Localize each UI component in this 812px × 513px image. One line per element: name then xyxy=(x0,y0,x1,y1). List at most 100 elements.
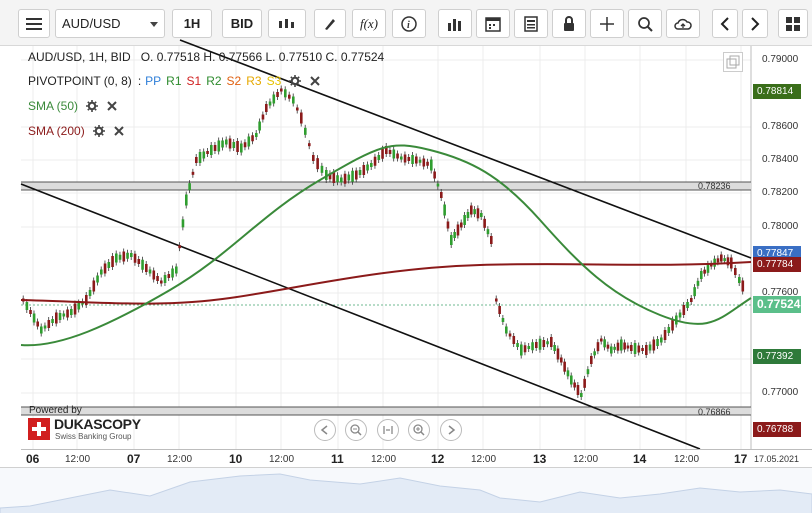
candle xyxy=(272,94,276,104)
price-tag: 0.76788 xyxy=(753,422,801,437)
scroll-right-button[interactable] xyxy=(440,419,462,441)
zoom-out-button[interactable] xyxy=(345,419,367,441)
candle xyxy=(563,361,566,372)
zoom-in-button[interactable] xyxy=(408,419,430,441)
candle xyxy=(32,313,36,323)
lower-trendline[interactable] xyxy=(20,183,701,450)
candle xyxy=(36,321,39,327)
candle xyxy=(103,263,107,274)
candle xyxy=(276,92,279,97)
candle xyxy=(678,312,682,318)
candle xyxy=(351,170,354,182)
candle xyxy=(210,145,213,155)
time-tick: 07 xyxy=(127,452,141,466)
time-axis xyxy=(21,449,812,467)
scroll-left-button[interactable] xyxy=(314,419,336,441)
candle xyxy=(320,165,324,173)
cloud-button[interactable] xyxy=(666,9,700,38)
zoom-button[interactable] xyxy=(628,9,662,38)
candle xyxy=(693,287,696,297)
calendar-button[interactable] xyxy=(476,9,510,38)
candle xyxy=(690,298,693,302)
price-tick: 0.77600 xyxy=(762,287,799,298)
candle xyxy=(243,142,247,148)
candle xyxy=(381,148,384,159)
candle xyxy=(77,302,81,310)
candle xyxy=(703,269,706,274)
powered-by-label: Powered by xyxy=(29,405,82,416)
pivot-item-pp: PP xyxy=(145,74,162,88)
upper-level-band xyxy=(21,182,751,190)
chart-type-button[interactable] xyxy=(268,9,306,38)
gear-icon[interactable] xyxy=(92,125,105,137)
function-label: f(x) xyxy=(359,15,379,31)
candle xyxy=(623,342,626,350)
candle xyxy=(645,345,648,355)
price-tick: 0.79000 xyxy=(762,54,799,65)
price-chart[interactable] xyxy=(0,0,812,467)
candle xyxy=(181,219,185,228)
crosshair-button[interactable] xyxy=(590,9,624,38)
time-tick: 17 xyxy=(734,452,748,466)
navigator-pane[interactable] xyxy=(0,467,812,513)
draw-button[interactable] xyxy=(314,9,346,38)
close-icon[interactable] xyxy=(113,125,125,137)
gear-icon[interactable] xyxy=(289,75,302,87)
report-button[interactable] xyxy=(514,9,548,38)
prev-button[interactable] xyxy=(712,9,738,38)
price-tick: 0.78600 xyxy=(762,121,799,132)
candle xyxy=(630,345,633,351)
close-icon[interactable] xyxy=(309,75,321,87)
candle xyxy=(198,152,202,163)
timeframe-button[interactable]: 1H xyxy=(172,9,212,38)
lock-button[interactable] xyxy=(552,9,586,38)
side-button[interactable]: BID xyxy=(222,9,262,38)
info-icon: i xyxy=(401,15,417,32)
candle xyxy=(247,136,251,147)
candle xyxy=(652,339,656,351)
triangle-right-icon xyxy=(448,425,456,435)
candle xyxy=(175,266,178,274)
candle xyxy=(400,156,403,160)
sma50-legend: SMA (50) xyxy=(28,99,118,113)
candle xyxy=(188,183,191,191)
next-button[interactable] xyxy=(742,9,768,38)
brand-name: DUKASCOPY xyxy=(54,416,141,432)
upper-trendline[interactable] xyxy=(179,39,752,259)
svg-text:i: i xyxy=(407,20,410,31)
candle xyxy=(486,229,490,235)
menu-button[interactable] xyxy=(18,9,50,38)
gear-icon[interactable] xyxy=(86,100,99,112)
reset-zoom-button[interactable] xyxy=(377,419,399,441)
lower-level-band xyxy=(21,407,751,415)
popout-button[interactable] xyxy=(723,52,743,72)
candle xyxy=(325,170,328,180)
legend-header: AUD/USD, 1H, BID xyxy=(28,50,131,64)
candle xyxy=(463,215,466,225)
candle xyxy=(185,194,188,206)
indicators-button[interactable]: f(x) xyxy=(352,9,386,38)
upper-level-label: 0.78236 xyxy=(698,181,731,191)
candle xyxy=(433,171,436,179)
close-icon[interactable] xyxy=(106,100,118,112)
more-button[interactable] xyxy=(778,9,808,38)
candle xyxy=(148,269,152,274)
candle xyxy=(107,262,111,268)
candle xyxy=(336,175,339,183)
symbol-select[interactable]: AUD/USD xyxy=(55,9,165,38)
time-tick: 12 xyxy=(431,452,445,466)
time-tick: 12:00 xyxy=(471,454,497,465)
candle xyxy=(156,276,159,281)
candle xyxy=(476,208,480,219)
candle xyxy=(573,382,576,388)
candle xyxy=(284,89,287,98)
pivot-item-s3: S3 xyxy=(266,74,282,88)
volume-button[interactable] xyxy=(438,9,472,38)
candle xyxy=(443,204,446,216)
candle xyxy=(145,264,148,272)
candle xyxy=(512,336,516,344)
logo-icon xyxy=(28,418,50,440)
candle xyxy=(228,138,232,149)
calendar-icon xyxy=(485,16,501,32)
info-button[interactable]: i xyxy=(392,9,426,38)
